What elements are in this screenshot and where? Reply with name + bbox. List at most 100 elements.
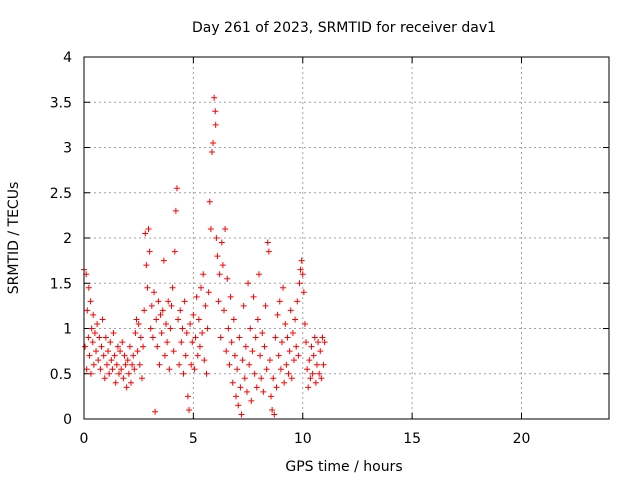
data-point [208,149,215,156]
data-point [296,280,303,287]
data-point [193,293,200,300]
data-point [119,339,126,346]
data-point [167,325,174,332]
data-point [212,121,219,128]
data-point [243,388,250,395]
data-point [317,348,324,355]
y-tick-label: 2.5 [50,186,72,202]
data-point [176,361,183,368]
data-point [221,307,227,314]
data-point [263,366,270,373]
data-point [301,320,308,327]
data-point [204,325,211,332]
data-point [307,375,314,382]
data-point [144,284,151,291]
data-point [201,357,208,364]
data-point [112,379,119,386]
data-point [155,298,162,305]
data-point [215,298,222,305]
data-point [292,316,299,323]
data-point [124,357,131,364]
data-point [195,316,202,323]
data-point [231,352,238,359]
data-point [132,330,139,337]
data-point [168,302,175,309]
data-point [218,239,225,246]
data-point [238,411,245,418]
y-axis-label: SRMTID / TECUs [6,182,22,295]
data-point [293,343,300,350]
data-point [223,348,230,355]
data-point [251,370,258,377]
data-point [166,366,173,373]
data-point [303,339,310,346]
data-point [102,334,109,341]
data-point [281,379,288,386]
data-point [149,334,156,341]
data-point [190,311,197,318]
data-point [145,225,152,232]
data-point [88,370,94,377]
data-point [93,348,100,355]
data-point [178,339,185,346]
data-point [288,375,295,382]
y-tick-labels: 0 0.5 1 1.5 2 2.5 3 3.5 4 [50,50,72,428]
data-point [199,330,206,337]
data-point [268,393,275,400]
data-point [187,320,194,327]
data-point [137,334,144,341]
data-point [247,325,254,332]
data-point [198,284,205,291]
data-point [300,289,307,296]
data-point [134,348,141,355]
data-point [224,275,231,282]
data-point [146,248,153,255]
x-tick-labels: 0 5 10 15 20 [80,431,531,447]
data-point [129,361,136,368]
data-point [175,316,182,323]
data-point [203,370,210,377]
data-point [157,311,164,318]
chart-title: Day 261 of 2023, SRMTID for receiver dav… [192,20,496,36]
data-point [308,343,315,350]
data-point [108,357,115,364]
data-point [282,320,289,327]
data-point [152,408,159,415]
data-point [277,366,284,373]
data-point [126,343,133,350]
y-tick-label: 0.5 [50,367,72,383]
data-point [140,343,147,350]
data-point [122,361,129,368]
data-point [266,357,273,364]
data-point [123,384,130,391]
data-point [262,302,269,309]
data-point [151,289,157,296]
data-point [177,307,184,314]
data-point [212,108,219,115]
data-point [207,225,214,232]
data-point [141,307,148,314]
data-point [163,320,170,327]
data-point [142,230,149,237]
data-point [260,388,267,395]
data-point [110,330,117,337]
data-point [265,248,272,255]
data-point [161,352,168,359]
data-point [131,366,138,373]
data-point [83,366,90,373]
plot-frame [83,56,610,420]
data-point [213,235,220,241]
data-point [85,284,92,291]
data-point [269,406,276,413]
data-point [309,370,316,377]
data-point [245,280,252,287]
data-point [249,348,256,355]
data-point [133,316,140,323]
x-tick-label: 10 [294,431,312,447]
data-point [103,361,110,368]
data-point [105,348,112,355]
data-point [128,379,135,386]
data-point [227,293,234,300]
data-point [298,257,305,264]
